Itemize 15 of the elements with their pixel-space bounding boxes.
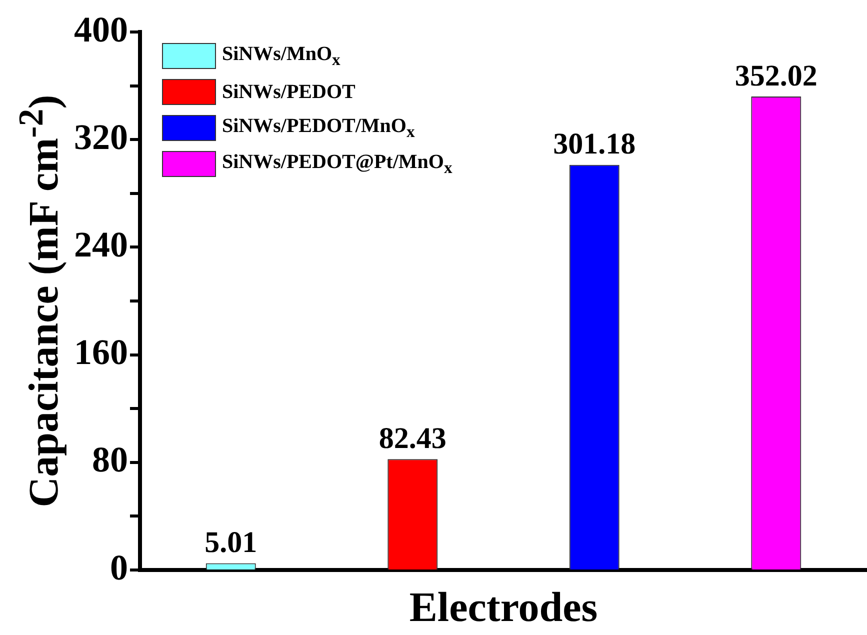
legend-label: SiNWs/MnO$_{x}$ (222, 42, 340, 70)
legend-label: SiNWs/PEDOT (222, 80, 356, 104)
legend-label: SiNWs/PEDOT/MnO$_{x}$ (222, 114, 415, 142)
y-tick-label: 80 (92, 440, 128, 480)
legend-label: SiNWs/PEDOT@Pt/MnO$_{x}$ (222, 150, 452, 178)
data-label: 352.02 (734, 59, 818, 92)
y-tick-label: 160 (74, 332, 128, 372)
data-label: 5.01 (204, 526, 258, 560)
x-axis-title: Electrodes (408, 584, 599, 632)
y-tick-label: 400 (74, 9, 128, 50)
y-tick-label: 0 (110, 547, 128, 588)
data-label: 82.43 (378, 422, 446, 455)
data-label: 301.18 (553, 128, 636, 161)
y-tick-label: 240 (74, 224, 128, 264)
y-tick-label: 320 (74, 116, 128, 157)
